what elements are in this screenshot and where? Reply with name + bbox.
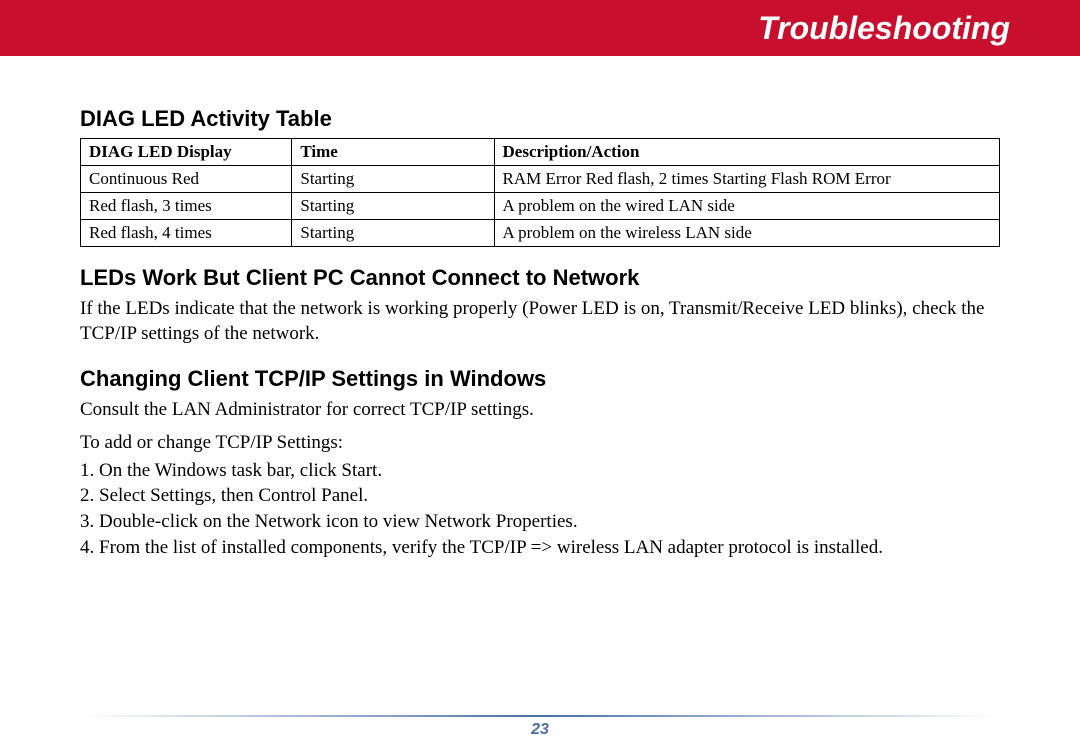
section-heading-diag: DIAG LED Activity Table xyxy=(80,106,1000,132)
table-header-row: DIAG LED Display Time Description/Action xyxy=(81,139,1000,166)
section-heading-tcpip: Changing Client TCP/IP Settings in Windo… xyxy=(80,366,1000,392)
diag-led-table: DIAG LED Display Time Description/Action… xyxy=(80,138,1000,247)
step-item: 1. On the Windows task bar, click Start. xyxy=(80,458,1000,484)
table-cell: Continuous Red xyxy=(81,166,292,193)
page-number: 23 xyxy=(531,721,549,738)
table-row: Continuous Red Starting RAM Error Red fl… xyxy=(81,166,1000,193)
table-cell: A problem on the wireless LAN side xyxy=(494,220,999,247)
step-item: 2. Select Settings, then Control Panel. xyxy=(80,483,1000,509)
section3-body1: Consult the LAN Administrator for correc… xyxy=(80,398,1000,423)
page: Troubleshooting DIAG LED Activity Table … xyxy=(0,0,1080,747)
table-row: Red flash, 3 times Starting A problem on… xyxy=(81,193,1000,220)
content-area: DIAG LED Activity Table DIAG LED Display… xyxy=(0,56,1080,560)
section3-body2: To add or change TCP/IP Settings: xyxy=(80,431,1000,456)
table-cell: Starting xyxy=(292,220,494,247)
table-header-desc: Description/Action xyxy=(494,139,999,166)
step-item: 4. From the list of installed components… xyxy=(80,535,1000,561)
step-item: 3. Double-click on the Network icon to v… xyxy=(80,509,1000,535)
footer-rule xyxy=(80,715,1000,717)
section2-body: If the LEDs indicate that the network is… xyxy=(80,297,1000,346)
table-cell: Red flash, 4 times xyxy=(81,220,292,247)
table-header-time: Time xyxy=(292,139,494,166)
header-title: Troubleshooting xyxy=(758,10,1010,47)
table-cell: A problem on the wired LAN side xyxy=(494,193,999,220)
steps-list: 1. On the Windows task bar, click Start.… xyxy=(80,458,1000,561)
header-bar: Troubleshooting xyxy=(0,0,1080,56)
table-cell: Starting xyxy=(292,166,494,193)
page-footer: 23 xyxy=(0,715,1080,739)
section-heading-leds: LEDs Work But Client PC Cannot Connect t… xyxy=(80,265,1000,291)
table-cell: RAM Error Red flash, 2 times Starting Fl… xyxy=(494,166,999,193)
table-row: Red flash, 4 times Starting A problem on… xyxy=(81,220,1000,247)
table-header-display: DIAG LED Display xyxy=(81,139,292,166)
table-cell: Starting xyxy=(292,193,494,220)
table-cell: Red flash, 3 times xyxy=(81,193,292,220)
